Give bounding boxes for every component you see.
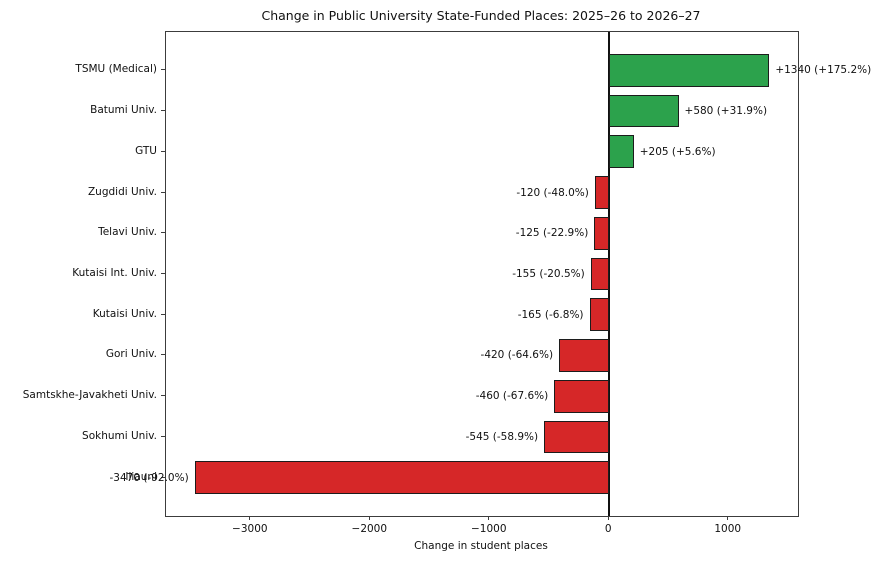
y-tick-label: Batumi Univ.: [90, 104, 157, 117]
y-tick-label: Telavi Univ.: [98, 226, 157, 239]
y-tick-mark: [161, 110, 165, 112]
y-tick-label: Gori Univ.: [105, 348, 157, 361]
bar-samtskhe-javakheti-univ-: [554, 379, 610, 413]
y-tick-label: Samtskhe-Javakheti Univ.: [22, 389, 157, 402]
y-tick-label: Kutaisi Int. Univ.: [72, 267, 157, 279]
bar-value-label: +580 (+31.9%): [684, 105, 768, 118]
y-tick-label: TSMU (Medical): [75, 63, 157, 76]
x-tick-mark: [607, 516, 609, 520]
bar-sokhumi-univ-: [544, 420, 610, 454]
y-tick-mark: [161, 435, 165, 437]
bar-zugdidi-univ-: [594, 176, 610, 209]
bar-value-label: -545 (-58.9%): [465, 430, 539, 443]
plot-area: +1340 (+175.2%) +580 (+31.9%) +205 (+5.6%)…: [110, 31, 871, 517]
x-tick-label: 0: [604, 523, 612, 535]
y-tick-mark: [161, 232, 165, 234]
x-axis-label: Change in student places: [414, 540, 548, 552]
bar-kutaisi-univ-: [589, 298, 610, 332]
y-tick-mark: [161, 476, 165, 478]
y-tick-mark: [161, 395, 165, 397]
x-tick-label: −1000: [470, 523, 507, 535]
x-tick-label: −2000: [351, 523, 388, 535]
y-tick-mark: [161, 150, 165, 152]
bar-value-label: -460 (-67.6%): [475, 390, 549, 403]
bar-telavi-univ-: [594, 216, 610, 250]
bar-kutaisi-int-univ-: [590, 257, 610, 291]
x-tick-label: −3000: [232, 523, 268, 535]
y-tick-mark: [161, 191, 165, 193]
x-tick-mark: [249, 516, 251, 520]
bar-gori-univ-: [559, 339, 610, 372]
y-tick-mark: [161, 354, 165, 356]
bar-value-label: -120 (-48.0%): [516, 186, 589, 199]
bar-value-label: -155 (-20.5%): [512, 268, 585, 280]
bar-value-label: -420 (-64.6%): [480, 349, 554, 362]
bar-value-label: -165 (-6.8%): [517, 308, 584, 321]
bar-gtu: [609, 135, 634, 169]
y-tick-label: Sokhumi Univ.: [82, 429, 157, 442]
bar-value-label: +205 (+5.6%): [639, 145, 716, 158]
bar-value-label: -3470 (-92.0%): [109, 471, 189, 484]
y-tick-mark: [161, 313, 165, 315]
y-tick-mark: [161, 273, 165, 274]
bar-iliauni: [194, 461, 610, 494]
bar-value-label: -125 (-22.9%): [515, 227, 589, 240]
zero-line: [608, 32, 610, 516]
chart-title: Change in Public University State-Funded…: [261, 8, 701, 23]
y-tick-label: Kutaisi Univ.: [92, 307, 157, 320]
x-tick-mark: [368, 516, 370, 520]
x-tick-label: 1000: [714, 523, 742, 535]
x-tick-mark: [488, 516, 490, 520]
x-tick-mark: [727, 516, 729, 520]
y-tick-label: GTU: [135, 144, 157, 157]
bar-value-label: +1340 (+175.2%): [775, 64, 872, 77]
y-tick-label: Iliauni: [125, 470, 157, 483]
y-tick-label: Zugdidi Univ.: [87, 185, 157, 198]
bar-batumi-univ-: [609, 94, 679, 128]
bar-tsmu-medical-: [609, 54, 770, 87]
y-tick-mark: [161, 69, 165, 71]
